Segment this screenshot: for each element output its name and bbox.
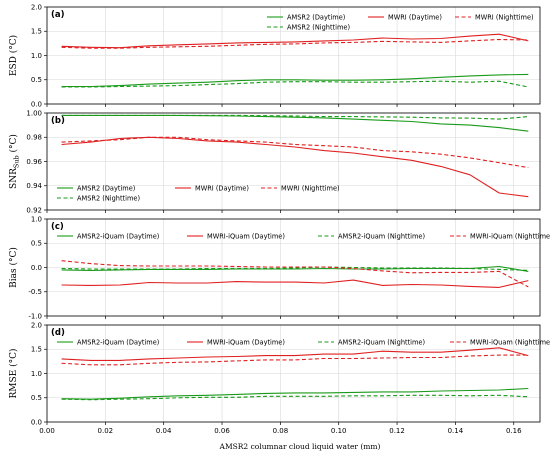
legend: AMSR2-iQuam (Daytime) MWRI-iQuam (Daytime… <box>57 232 550 240</box>
y-tick-label: 1.0 <box>31 52 42 60</box>
series-line-1 <box>61 73 529 88</box>
y-tick-label: 0.5 <box>31 76 42 84</box>
legend-entry: MWRI (Nighttime) <box>475 13 534 21</box>
x-tick-label: 0.10 <box>331 427 347 435</box>
y-axis-label: SNRSub (°C) <box>8 134 21 189</box>
series-line-4 <box>61 260 529 288</box>
series-line-4 <box>61 80 529 88</box>
y-tick-label: 0.92 <box>26 206 42 214</box>
series-line-2 <box>61 136 529 198</box>
x-tick-label: 0.02 <box>98 427 114 435</box>
panel-a: 0.0 0.5 1.0 1.5 2.0 (a) ESD (°C) AMSR2 (Daytime… <box>8 3 541 108</box>
y-axis-label: RMSE (°C) <box>8 348 19 398</box>
legend-entry: MWRI (Nighttime) <box>281 184 340 192</box>
legend-entry: AMSR2 (Nighttime) <box>287 23 350 31</box>
legend-entry: AMSR2-iQuam (Nighttime) <box>338 232 425 240</box>
y-tick-label: 1.5 <box>31 346 42 354</box>
y-tick-label: 1.5 <box>31 28 42 36</box>
legend-entry: AMSR2-iQuam (Daytime) <box>77 232 159 240</box>
series-line-3 <box>61 136 529 169</box>
y-axis-label: ESD (°C) <box>8 35 19 76</box>
plot-frame <box>46 324 541 423</box>
y-tick-label: 2.0 <box>31 3 42 11</box>
legend-entry: MWRI (Daytime) <box>388 13 442 21</box>
x-tick-label: 0.08 <box>273 427 289 435</box>
panel-label: (c) <box>51 222 64 232</box>
panel-c: -1.0 -0.5 0.0 0.5 1.0 (c) Bias (°C) AMSR2-iQuam… <box>8 215 550 320</box>
series-line-2 <box>61 33 529 49</box>
panel-label: (d) <box>51 328 65 338</box>
y-tick-label: -1.0 <box>28 312 42 320</box>
legend-entry: MWRI (Daytime) <box>195 184 249 192</box>
series-line-2 <box>61 279 529 288</box>
series-line-2 <box>61 347 529 361</box>
panel-d: 0.0 0.5 1.0 1.5 2.0 0.00 0.02 0.04 0.06 0.08 0.10 0… <box>8 321 550 435</box>
y-tick-label: 0.98 <box>26 134 42 142</box>
legend: AMSR2 (Daytime) MWRI (Daytime) MWRI (Night… <box>267 13 534 31</box>
y-tick-label: 1.0 <box>31 370 42 378</box>
legend-entry: AMSR2 (Daytime) <box>287 13 345 21</box>
plot-frame <box>46 218 541 317</box>
x-tick-label: 0.06 <box>214 427 230 435</box>
panel-label: (b) <box>51 116 65 126</box>
y-tick-label: 0.5 <box>31 240 42 248</box>
x-tick-label: 0.16 <box>506 427 522 435</box>
y-tick-label: 0.0 <box>31 418 42 426</box>
legend-entry: AMSR2-iQuam (Nighttime) <box>338 338 425 346</box>
y-tick-label: -0.5 <box>28 288 42 296</box>
legend: AMSR2 (Daytime) MWRI (Daytime) MWRI (Night… <box>57 184 340 202</box>
legend-entry: AMSR2 (Daytime) <box>77 184 135 192</box>
x-tick-label: 0.00 <box>39 427 55 435</box>
panel-label: (a) <box>51 10 65 20</box>
x-axis-label: AMSR2 columnar cloud liquid water (mm) <box>219 442 381 451</box>
x-tick-label: 0.14 <box>448 427 464 435</box>
series-line-1 <box>61 265 529 272</box>
x-tick-label: 0.04 <box>156 427 172 435</box>
y-tick-label: 0.96 <box>26 158 42 166</box>
x-tick-label: 0.12 <box>389 427 405 435</box>
legend-entry: AMSR2-iQuam (Daytime) <box>77 338 159 346</box>
y-tick-label: 1.00 <box>26 109 42 117</box>
y-tick-label: 0.0 <box>31 100 42 108</box>
y-tick-label: 0.0 <box>31 264 42 272</box>
y-tick-label: 1.0 <box>31 215 42 223</box>
y-tick-label: 0.94 <box>26 182 42 190</box>
plot-frame <box>46 112 541 211</box>
legend-entry: AMSR2 (Nighttime) <box>77 194 140 202</box>
panels: 0.0 0.5 1.0 1.5 2.0 (a) ESD (°C) AMSR2 (Daytime… <box>8 3 550 435</box>
legend-entry: MWRI-iQuam (Nighttime) <box>470 232 550 240</box>
y-axis-label: Bias (°C) <box>8 247 19 288</box>
series-line-1 <box>61 387 529 400</box>
legend-entry: MWRI-iQuam (Nighttime) <box>470 338 550 346</box>
legend-entry: MWRI-iQuam (Daytime) <box>207 232 285 240</box>
series-line-1 <box>61 114 529 132</box>
legend: AMSR2-iQuam (Daytime) MWRI-iQuam (Daytime… <box>57 338 550 346</box>
y-tick-label: 2.0 <box>31 321 42 329</box>
plot-frame <box>46 6 541 105</box>
panel-b: 0.92 0.94 0.96 0.98 1.00 (b) SNRSub (°C) AMSR2 … <box>8 109 541 214</box>
legend-entry: MWRI-iQuam (Daytime) <box>207 338 285 346</box>
y-tick-label: 0.5 <box>31 394 42 402</box>
